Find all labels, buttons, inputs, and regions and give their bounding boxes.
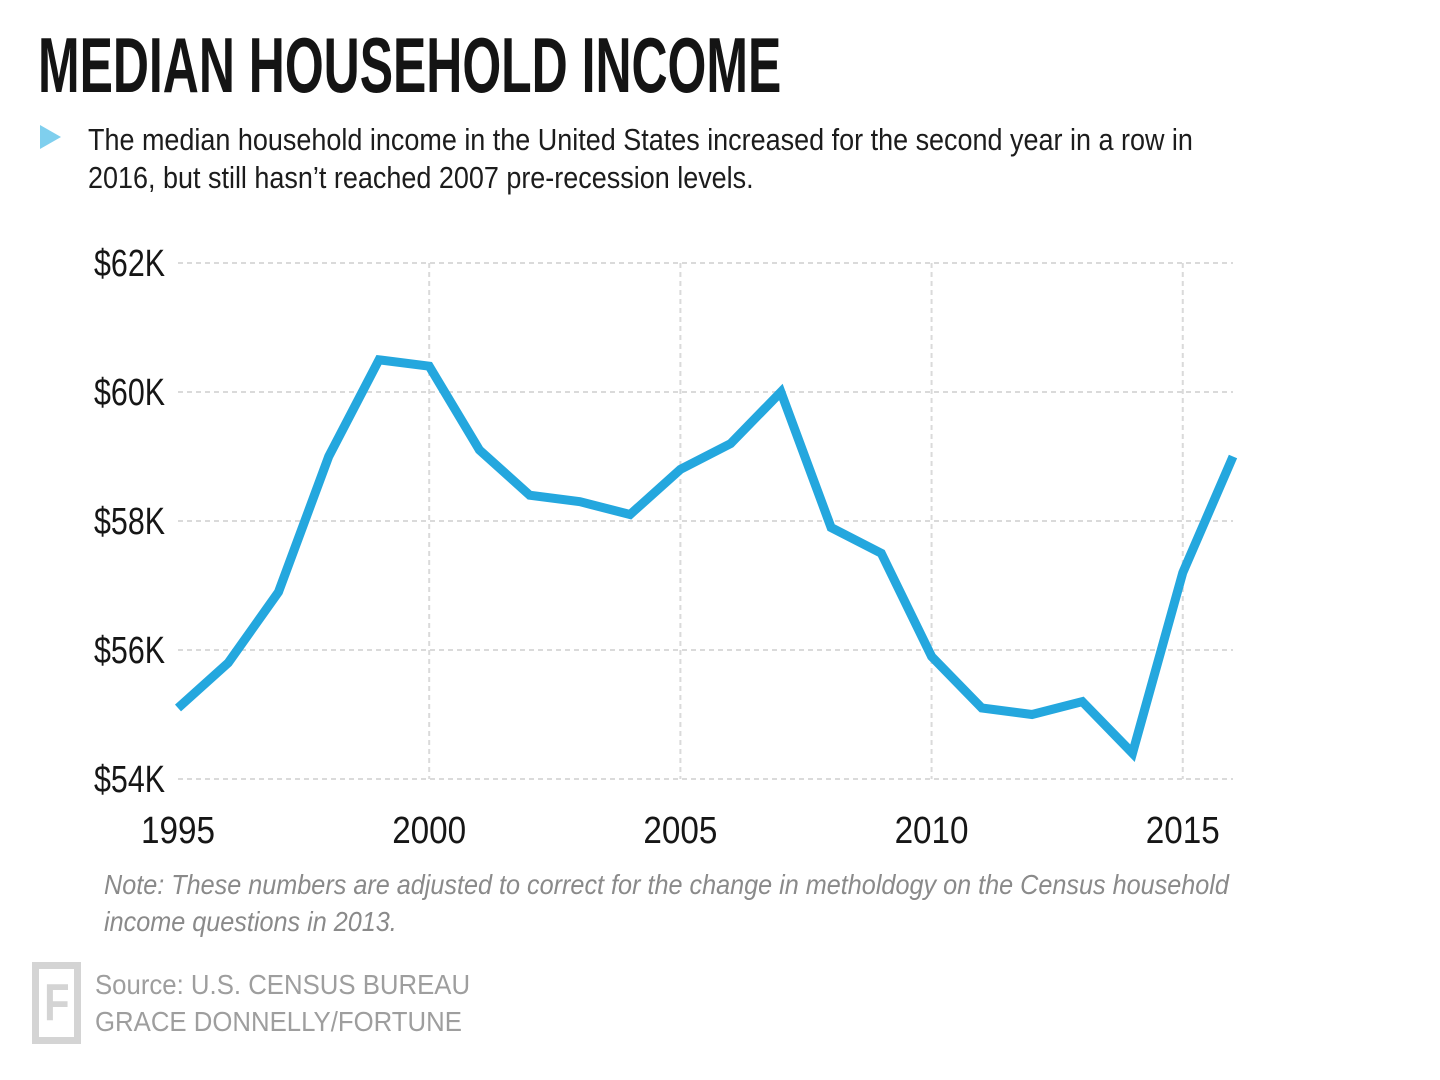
- svg-text:2005: 2005: [643, 810, 717, 852]
- page-title-text: MEDIAN HOUSEHOLD INCOME: [38, 21, 782, 109]
- fortune-f-icon: F: [43, 974, 70, 1032]
- footer-brand: F Source: U.S. CENSUS BUREAU GRACE DONNE…: [32, 962, 503, 1044]
- credit-line: GRACE DONNELLY/FORTUNE: [95, 1006, 462, 1037]
- subtitle-line-1: The median household income in the Unite…: [88, 122, 1193, 157]
- income-line-chart: $62K $60K $58K $56K $54K 1995 2000 2005 2010 2015: [94, 243, 1238, 852]
- page-title: MEDIAN HOUSEHOLD INCOME: [38, 26, 1199, 104]
- subtitle-line-2: 2016, but still hasn’t reached 2007 pre-…: [88, 160, 754, 195]
- note-line-2: income questions in 2013.: [104, 906, 397, 937]
- svg-text:1995: 1995: [141, 810, 215, 852]
- svg-text:2010: 2010: [895, 810, 969, 852]
- fortune-logo: F: [32, 962, 81, 1044]
- methodology-note: Note: These numbers are adjusted to corr…: [104, 866, 1354, 940]
- svg-text:$56K: $56K: [94, 630, 165, 672]
- svg-text:$62K: $62K: [94, 243, 165, 285]
- svg-text:$54K: $54K: [94, 759, 165, 801]
- subtitle: The median household income in the Unite…: [88, 121, 1358, 197]
- svg-text:$58K: $58K: [94, 501, 165, 543]
- source-block: Source: U.S. CENSUS BUREAU GRACE DONNELL…: [95, 966, 503, 1040]
- bullet-triangle-icon: [40, 125, 61, 149]
- svg-text:2000: 2000: [392, 810, 466, 852]
- svg-text:2015: 2015: [1146, 810, 1220, 852]
- chart-description: The median household income in the Unite…: [40, 121, 1358, 197]
- svg-text:$60K: $60K: [94, 372, 165, 414]
- source-line: Source: U.S. CENSUS BUREAU: [95, 969, 471, 1000]
- note-line-1: Note: These numbers are adjusted to corr…: [104, 869, 1229, 900]
